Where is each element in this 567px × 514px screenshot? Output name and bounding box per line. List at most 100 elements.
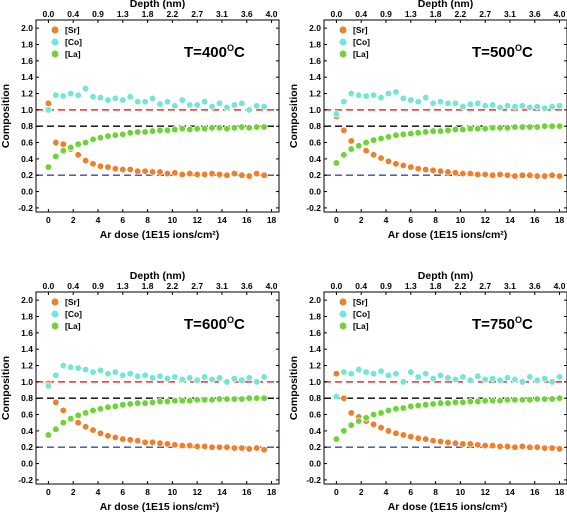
co-point bbox=[422, 370, 430, 378]
la-point bbox=[392, 131, 400, 139]
sr-point bbox=[156, 439, 164, 447]
la-point bbox=[74, 140, 82, 148]
la-point bbox=[126, 400, 134, 408]
co-point bbox=[511, 375, 519, 384]
la-point bbox=[89, 135, 97, 143]
plot-frame bbox=[35, 291, 280, 485]
y-tick-label: 1.4 bbox=[21, 344, 33, 354]
la-point bbox=[156, 126, 164, 134]
la-point bbox=[223, 125, 231, 133]
x2-tick-label: 1.3 bbox=[405, 9, 417, 19]
sr-point bbox=[526, 171, 534, 179]
co-point bbox=[111, 368, 119, 376]
x-tick-label: 10 bbox=[168, 215, 178, 225]
y-tick-label: 0.4 bbox=[21, 426, 33, 436]
legend-sr-label: [Sr] bbox=[353, 25, 368, 35]
la-point bbox=[422, 128, 430, 136]
y-tick-label: 0.6 bbox=[21, 410, 33, 420]
x2-tick-label: 2.2 bbox=[166, 281, 178, 291]
co-point bbox=[474, 99, 482, 107]
temp-value: 400 bbox=[202, 44, 227, 61]
la-point bbox=[548, 395, 556, 403]
x-tick-label: 18 bbox=[555, 215, 565, 225]
sr-point bbox=[511, 443, 519, 451]
la-point bbox=[533, 123, 541, 131]
la-point bbox=[541, 122, 549, 130]
sr-point bbox=[347, 137, 355, 145]
co-point bbox=[496, 103, 504, 112]
la-point bbox=[171, 397, 179, 405]
temp-prefix: T= bbox=[472, 316, 490, 333]
legend-la-marker bbox=[338, 321, 348, 331]
co-point bbox=[245, 374, 253, 382]
co-point bbox=[253, 378, 261, 386]
la-point bbox=[171, 125, 179, 134]
co-point bbox=[119, 371, 127, 379]
co-point bbox=[548, 378, 556, 386]
legend-la-label: [La] bbox=[353, 49, 369, 59]
y-tick-label: -0.2 bbox=[306, 475, 321, 485]
co-point bbox=[399, 378, 407, 386]
co-point bbox=[238, 376, 246, 384]
y-axis-title: Composition bbox=[0, 356, 12, 420]
la-point bbox=[414, 401, 422, 410]
la-point bbox=[518, 123, 527, 131]
data-points bbox=[332, 365, 564, 453]
co-point bbox=[414, 98, 422, 106]
sr-point bbox=[533, 443, 541, 451]
y-tick-label: 0.2 bbox=[21, 170, 33, 180]
sr-point bbox=[436, 437, 445, 446]
x-tick-label: 14 bbox=[505, 487, 515, 497]
y-tick-label: 1.2 bbox=[309, 89, 321, 99]
legend-la-marker bbox=[50, 321, 60, 331]
x2-tick-label: 0.9 bbox=[92, 281, 104, 291]
x2-tick-label: 3.1 bbox=[216, 9, 228, 19]
la-point bbox=[518, 396, 527, 404]
la-point bbox=[332, 435, 341, 443]
x-tick-label: 14 bbox=[505, 215, 515, 225]
la-point bbox=[245, 394, 253, 402]
x-tick-label: 10 bbox=[456, 487, 466, 497]
y-tick-label: -0.2 bbox=[18, 475, 33, 485]
la-point bbox=[488, 397, 497, 405]
la-point bbox=[414, 129, 422, 137]
x-tick-label: 2 bbox=[359, 487, 364, 497]
co-point bbox=[503, 374, 512, 382]
sr-point bbox=[548, 171, 556, 179]
co-point bbox=[399, 94, 407, 103]
y-tick-label: 1.6 bbox=[309, 328, 321, 338]
x-tick-label: 14 bbox=[217, 487, 227, 497]
sr-point bbox=[193, 442, 201, 451]
legend-co-marker bbox=[50, 37, 60, 47]
sr-point bbox=[422, 435, 430, 443]
co-point bbox=[200, 98, 209, 106]
sr-point bbox=[111, 165, 119, 173]
x2-tick-label: 0.4 bbox=[355, 9, 367, 19]
co-point bbox=[126, 370, 134, 378]
la-point bbox=[148, 398, 157, 406]
la-point bbox=[503, 124, 512, 132]
x-tick-label: 16 bbox=[530, 215, 540, 225]
x2-axis-title: Depth (nm) bbox=[418, 0, 473, 10]
sr-point bbox=[126, 436, 134, 444]
sr-point bbox=[89, 426, 97, 434]
co-point bbox=[377, 93, 385, 102]
la-point bbox=[208, 396, 216, 404]
x2-tick-label: 1.3 bbox=[117, 9, 129, 19]
co-point bbox=[340, 368, 348, 376]
la-point bbox=[377, 134, 385, 143]
co-point bbox=[260, 373, 268, 381]
sr-point bbox=[511, 172, 519, 180]
temperature-label: T=600OC bbox=[184, 315, 245, 333]
co-point bbox=[362, 92, 370, 100]
y-tick-label: 1.4 bbox=[309, 72, 321, 82]
sr-point bbox=[369, 420, 378, 429]
y-tick-label: 0.8 bbox=[21, 393, 33, 403]
y-tick-label: -0.2 bbox=[306, 203, 321, 213]
x-tick-label: 10 bbox=[168, 487, 178, 497]
sr-point bbox=[178, 170, 186, 179]
x-tick-label: 8 bbox=[145, 215, 150, 225]
co-point bbox=[230, 374, 239, 383]
sr-point bbox=[444, 168, 452, 176]
co-point bbox=[89, 368, 97, 376]
